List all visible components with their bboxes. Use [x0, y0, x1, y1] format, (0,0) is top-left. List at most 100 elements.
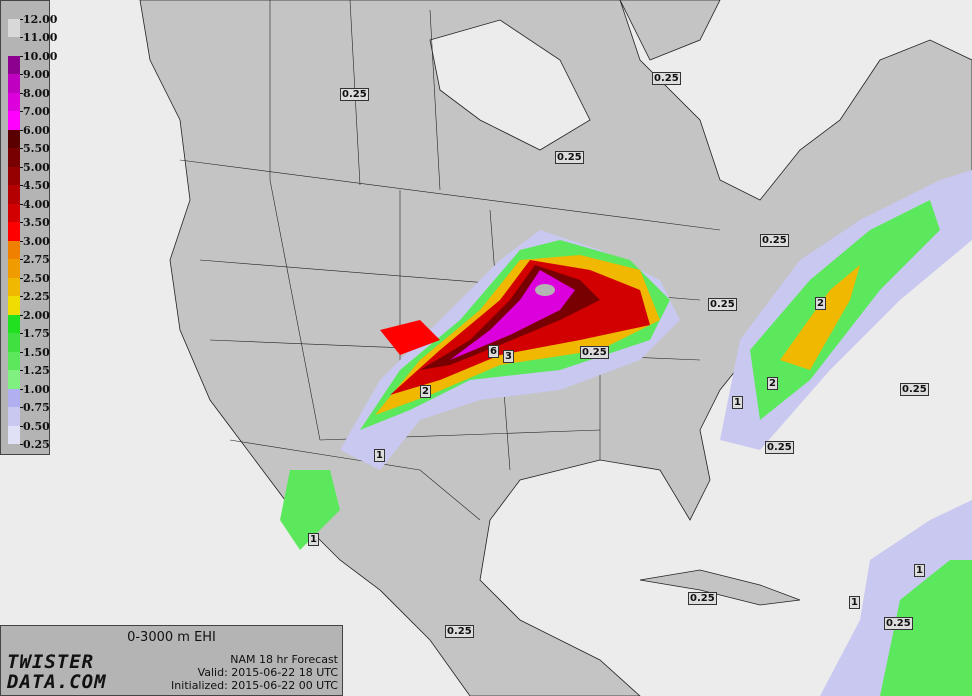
legend-tick-label: 2.25	[23, 290, 50, 304]
contour-label: 3	[503, 350, 514, 363]
legend-tick-label: 11.00	[23, 31, 58, 45]
contour-label: 0.25	[580, 346, 609, 359]
legend-swatch	[8, 277, 20, 297]
info-panel: 0-3000 m EHI TWISTER DATA.COM NAM 18 hr F…	[0, 625, 343, 696]
legend-swatch	[8, 259, 20, 279]
legend-tick	[20, 185, 23, 187]
legend-tick-label: 2.75	[23, 253, 50, 267]
legend-swatch	[8, 74, 20, 94]
initialized-text: Initialized: 2015-06-22 00 UTC	[171, 679, 338, 692]
legend-swatch	[8, 111, 20, 131]
contour-label: 0.25	[445, 625, 474, 638]
legend-swatch	[8, 203, 20, 223]
legend-tick-label: 6.00	[23, 123, 50, 137]
legend-tick	[20, 259, 23, 261]
contour-label: 0.25	[884, 617, 913, 630]
legend-tick-label: 1.50	[23, 345, 50, 359]
legend-tick	[20, 314, 23, 316]
legend-tick-label: 4.00	[23, 197, 50, 211]
contour-label: 0.25	[340, 88, 369, 101]
legend-swatch	[8, 388, 20, 408]
valid-text: Valid: 2015-06-22 18 UTC	[197, 666, 338, 679]
legend-tick	[20, 240, 23, 242]
map-title: 0-3000 m EHI	[127, 630, 216, 645]
legend-swatch	[8, 185, 20, 205]
legend-tick	[20, 129, 23, 131]
forecast-meta: NAM 18 hr Forecast Valid: 2015-06-22 18 …	[171, 653, 338, 692]
legend-swatch	[8, 333, 20, 353]
legend-tick-label: 1.75	[23, 327, 50, 341]
legend-tick	[20, 55, 23, 57]
legend-tick	[20, 222, 23, 224]
legend-swatch	[8, 55, 20, 75]
legend-swatch	[8, 314, 20, 334]
legend-tick	[20, 111, 23, 113]
contour-label: 0.25	[760, 234, 789, 247]
legend-swatch	[8, 222, 20, 242]
legend-tick-label: 0.25	[23, 438, 50, 451]
contour-label: 2	[420, 385, 431, 398]
legend-tick-label: 5.00	[23, 160, 50, 174]
contour-label: 2	[815, 297, 826, 310]
legend-tick-label: 5.50	[23, 142, 50, 156]
legend-swatch	[8, 407, 20, 426]
legend-tick-label: 8.00	[23, 86, 50, 100]
legend-tick	[20, 19, 23, 20]
legend-tick-label: 4.50	[23, 179, 50, 193]
legend-tick	[20, 166, 23, 168]
legend-tick-label: 2.50	[23, 271, 50, 285]
contour-label: 0.25	[555, 151, 584, 164]
legend-swatch	[8, 148, 20, 168]
contour-label: 1	[732, 396, 743, 409]
legend-tick-label: 12.00	[23, 13, 58, 26]
legend-tick	[20, 203, 23, 205]
hudson-bay	[429, 19, 591, 151]
contour-label: 2	[767, 377, 778, 390]
twisterdata-logo: TWISTER DATA.COM	[7, 651, 107, 693]
legend-tick	[20, 351, 23, 353]
legend-swatch	[8, 166, 20, 186]
legend-tick-label: 1.25	[23, 364, 50, 378]
legend-swatch	[8, 19, 20, 38]
legend-tick-label: 3.00	[23, 234, 50, 248]
legend-swatch	[8, 37, 20, 57]
legend-tick-label: 7.00	[23, 105, 50, 119]
legend-tick	[20, 277, 23, 279]
legend-tick-label: 3.50	[23, 216, 50, 230]
legend-tick	[20, 296, 23, 298]
contour-label: 0.25	[688, 592, 717, 605]
contour-label: 1	[914, 564, 925, 577]
legend-swatch	[8, 351, 20, 371]
cuba	[639, 569, 801, 606]
legend-tick	[20, 74, 23, 76]
legend-tick-label: 1.00	[23, 382, 50, 396]
contour-label: 1	[308, 533, 319, 546]
legend-swatch	[8, 240, 20, 260]
contour-label: 1	[374, 449, 385, 462]
color-scale-legend: 12.00 11.00 10.00 9.00 8.00 7.00 6.00 5.50 5.00 4…	[0, 0, 57, 455]
legend-swatch	[8, 425, 20, 445]
legend-swatch	[8, 370, 20, 390]
legend-tick-label: 2.00	[23, 308, 50, 322]
model-text: NAM 18 hr Forecast	[230, 653, 338, 666]
legend-swatch	[8, 129, 20, 149]
contour-label: 1	[849, 596, 860, 609]
legend-tick	[20, 407, 23, 409]
contour-label: 0.25	[765, 441, 794, 454]
legend-tick	[20, 148, 23, 150]
legend-tick	[20, 92, 23, 94]
legend-tick-label: 9.00	[23, 68, 50, 82]
legend-swatch	[8, 296, 20, 316]
legend-tick	[20, 425, 23, 427]
contour-label: 0.25	[900, 383, 929, 396]
legend-tick	[20, 333, 23, 335]
legend-tick-label: 10.00	[23, 49, 58, 63]
legend-tick-label: 0.50	[23, 419, 50, 433]
legend-tick	[20, 388, 23, 390]
greenland	[619, 0, 721, 61]
contour-label: 0.25	[708, 298, 737, 311]
legend-tick-label: 0.75	[23, 401, 50, 415]
legend-tick	[20, 37, 23, 39]
legend-tick	[20, 444, 23, 445]
